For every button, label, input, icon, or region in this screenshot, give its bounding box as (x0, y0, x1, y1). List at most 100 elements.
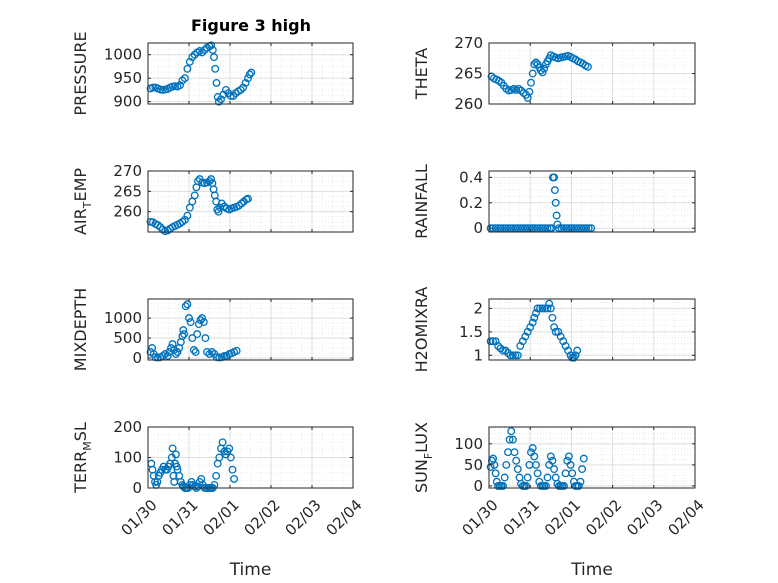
data-point (190, 191, 199, 200)
y-tick-label: 1000 (104, 309, 142, 327)
data-series (146, 41, 256, 106)
data-point (528, 444, 537, 452)
y-tick-label: 1 (473, 346, 483, 364)
data-point (532, 460, 540, 469)
data-point (215, 453, 224, 462)
data-point (512, 456, 521, 465)
axes-box (488, 298, 696, 361)
subplot-rainfall: 0 0.2 0.4 RAINFALL (412, 164, 696, 239)
data-point (171, 450, 180, 459)
subplot-pressure: 900 950 1000 PRESSURE (71, 31, 354, 116)
data-point (188, 53, 197, 62)
data-point (156, 223, 165, 232)
y-axis-label-part: LUX (412, 422, 431, 453)
data-point (546, 304, 555, 313)
data-point (212, 471, 221, 480)
data-point (211, 64, 220, 73)
y-tick-label: 500 (113, 329, 142, 347)
data-point (545, 299, 554, 308)
data-point (207, 41, 216, 50)
major-grid (148, 427, 353, 488)
data-series (147, 438, 239, 492)
data-point (173, 348, 182, 356)
y-tick-label: 200 (113, 418, 142, 436)
data-point (228, 465, 237, 474)
data-point (513, 465, 522, 474)
y-axis-label-part: T (81, 201, 94, 209)
data-point (560, 481, 568, 490)
data-point (183, 211, 192, 220)
y-axis-label: RAINFALL (412, 164, 431, 239)
y-axis-label: THETA (412, 48, 431, 100)
y-ticks: 11.52 (459, 299, 695, 364)
data-point (538, 68, 547, 77)
data-point (201, 334, 210, 343)
y-tick-label: 0 (473, 477, 483, 495)
y-axis-label-part: SUN (412, 459, 431, 493)
y-ticks: 260 265 270 (113, 162, 353, 221)
data-point (188, 334, 197, 343)
data-point (573, 346, 582, 355)
data-point (158, 352, 167, 360)
data-point (566, 460, 575, 469)
y-ticks: 260 265 270 (454, 34, 695, 113)
data-point (194, 320, 203, 329)
y-axis-label-part: EMP (71, 168, 90, 202)
data-point (548, 456, 557, 465)
data-point (522, 481, 531, 490)
data-point (541, 304, 549, 313)
data-point (564, 452, 573, 461)
y-tick-label: 100 (454, 435, 483, 453)
data-point (181, 302, 190, 311)
data-series (146, 175, 252, 236)
data-point (236, 85, 245, 94)
y-tick-label: 0.4 (459, 168, 483, 186)
data-point (210, 53, 218, 62)
data-series (486, 427, 588, 490)
data-point (578, 465, 587, 474)
data-point (574, 481, 583, 490)
data-point (226, 453, 235, 462)
data-point (552, 211, 561, 220)
y-tick-label: 1.5 (459, 323, 483, 341)
y-tick-label: 100 (113, 449, 142, 467)
y-axis-label-part: TERR (71, 451, 90, 494)
y-axis-label: H2OMIXRA (412, 287, 431, 373)
data-point (551, 198, 560, 207)
data-point (499, 481, 507, 490)
data-point (193, 330, 202, 339)
y-tick-label: 270 (454, 34, 483, 52)
data-point (540, 64, 549, 73)
data-point (510, 448, 519, 457)
data-point (190, 50, 199, 59)
data-point (533, 304, 542, 313)
y-tick-label: 0.2 (459, 194, 483, 212)
y-axis-label-part: SL (71, 422, 90, 441)
data-point (571, 351, 580, 360)
data-point (548, 313, 557, 322)
data-point (543, 304, 552, 313)
data-point (550, 323, 559, 332)
data-point (198, 48, 207, 57)
data-point (214, 97, 223, 106)
y-ticks: 0 50 100 (454, 435, 695, 495)
y-tick-label: 265 (454, 65, 483, 83)
axes-box (147, 170, 354, 233)
data-point (247, 68, 256, 77)
data-point (163, 352, 172, 360)
data-point (506, 351, 515, 360)
data-point (179, 326, 188, 335)
data-point (579, 454, 588, 463)
x-ticks (147, 171, 354, 232)
y-tick-label: 0 (132, 479, 142, 497)
y-tick-label: 270 (113, 162, 142, 180)
data-point (511, 351, 520, 360)
data-point (218, 438, 227, 447)
data-point (536, 304, 545, 313)
data-point (225, 444, 234, 453)
y-tick-label: 1000 (104, 46, 142, 64)
y-ticks: 900 950 1000 (104, 46, 353, 111)
data-point (220, 352, 229, 360)
data-point (172, 462, 181, 471)
